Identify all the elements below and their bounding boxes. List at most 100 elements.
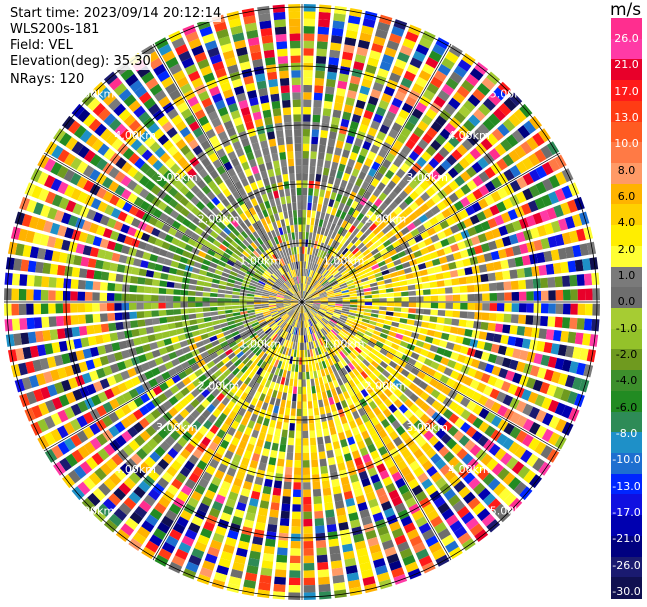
velocity-cell xyxy=(97,143,110,156)
velocity-cell xyxy=(195,190,206,200)
velocity-cell xyxy=(224,57,237,68)
velocity-cell xyxy=(249,317,257,322)
range-ring-label: 4.00km xyxy=(114,129,156,142)
velocity-cell xyxy=(415,340,425,348)
velocity-cell xyxy=(195,291,203,297)
velocity-cell xyxy=(256,220,264,229)
velocity-cell xyxy=(400,515,413,527)
velocity-cell xyxy=(351,144,361,154)
velocity-cell xyxy=(526,291,534,301)
velocity-cell xyxy=(88,222,99,234)
velocity-cell xyxy=(180,207,190,217)
colorbar-cell xyxy=(611,473,642,496)
velocity-cell xyxy=(75,349,85,361)
velocity-cell xyxy=(274,398,281,407)
velocity-cell xyxy=(302,151,309,159)
velocity-cell xyxy=(218,35,231,47)
velocity-cell xyxy=(224,263,233,271)
velocity-cell xyxy=(440,433,452,445)
velocity-cell xyxy=(262,177,270,187)
velocity-cell xyxy=(425,484,438,496)
velocity-cell xyxy=(228,184,237,194)
velocity-cell xyxy=(290,224,295,233)
velocity-cell xyxy=(309,165,316,174)
velocity-cell xyxy=(433,265,443,273)
velocity-cell xyxy=(388,249,397,257)
velocity-cell xyxy=(308,319,313,327)
velocity-cell xyxy=(292,92,301,100)
velocity-cell xyxy=(433,331,443,339)
velocity-cell xyxy=(356,253,365,261)
velocity-cell xyxy=(349,151,358,161)
velocity-cell xyxy=(457,327,466,336)
velocity-cell xyxy=(293,294,300,300)
velocity-cell xyxy=(138,91,152,104)
velocity-cell xyxy=(336,87,346,97)
velocity-cell xyxy=(473,482,486,496)
velocity-cell xyxy=(293,482,301,490)
velocity-cell xyxy=(162,139,174,151)
velocity-cell xyxy=(276,298,284,300)
velocity-cell xyxy=(337,278,345,284)
velocity-cell xyxy=(543,342,553,354)
velocity-cell xyxy=(84,194,95,207)
velocity-cell xyxy=(303,496,312,505)
velocity-cell xyxy=(535,425,548,439)
velocity-cell xyxy=(302,379,306,387)
velocity-cell xyxy=(393,139,404,151)
velocity-cell xyxy=(246,151,255,161)
velocity-cell xyxy=(515,430,528,443)
velocity-cell xyxy=(278,63,289,72)
velocity-cell xyxy=(314,340,319,348)
velocity-cell xyxy=(294,284,298,292)
velocity-cell xyxy=(303,291,306,299)
velocity-cell xyxy=(573,196,585,211)
velocity-cell xyxy=(369,316,378,322)
velocity-cell xyxy=(300,313,302,321)
velocity-cell xyxy=(353,261,361,268)
velocity-cell xyxy=(464,328,473,337)
velocity-cell xyxy=(95,225,106,236)
velocity-cell xyxy=(283,302,291,304)
velocity-cell xyxy=(187,290,196,296)
velocity-cell xyxy=(157,521,171,534)
velocity-cell xyxy=(56,165,69,179)
velocity-cell xyxy=(166,281,175,288)
velocity-cell xyxy=(315,264,321,273)
range-ring-label: 2.00km xyxy=(198,379,240,392)
velocity-cell xyxy=(322,260,328,268)
velocity-cell xyxy=(244,247,253,255)
range-ring-label: 3.00km xyxy=(406,421,448,434)
velocity-cell xyxy=(194,509,207,520)
velocity-cell xyxy=(76,430,89,443)
velocity-cell xyxy=(226,583,240,594)
velocity-cell xyxy=(496,201,507,213)
velocity-cell xyxy=(327,296,336,300)
velocity-cell xyxy=(5,257,15,270)
velocity-cell xyxy=(236,501,247,512)
velocity-cell xyxy=(321,318,328,325)
velocity-cell xyxy=(133,396,144,408)
velocity-cell xyxy=(316,369,322,378)
velocity-cell xyxy=(290,302,299,305)
colorbar-tick-label: 1.0 xyxy=(617,269,636,282)
velocity-cell xyxy=(286,317,292,324)
velocity-cell xyxy=(325,324,333,331)
velocity-cell xyxy=(256,179,264,189)
velocity-cell xyxy=(503,313,512,323)
velocity-cell xyxy=(248,216,256,225)
velocity-cell xyxy=(331,478,340,488)
velocity-cell xyxy=(319,291,327,296)
velocity-cell xyxy=(274,343,280,352)
velocity-cell xyxy=(114,293,122,301)
velocity-cell xyxy=(108,180,120,193)
velocity-cell xyxy=(222,267,232,274)
velocity-cell xyxy=(202,297,210,302)
velocity-cell xyxy=(403,388,414,398)
velocity-cell xyxy=(292,202,297,211)
velocity-cell xyxy=(303,283,306,291)
velocity-cell xyxy=(307,277,312,285)
velocity-cell xyxy=(274,316,281,322)
velocity-cell xyxy=(312,306,320,310)
velocity-cell xyxy=(507,383,518,396)
